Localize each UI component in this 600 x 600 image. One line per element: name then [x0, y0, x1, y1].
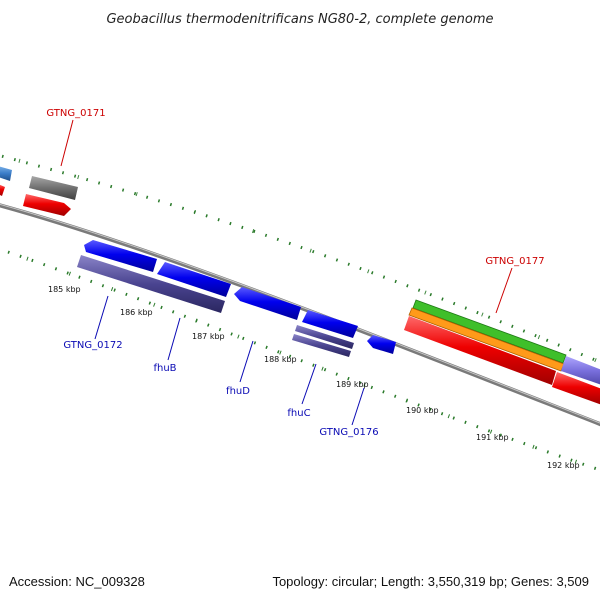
kbp-label: 191 kbp	[476, 433, 509, 442]
label-fhuc: fhuC	[287, 408, 310, 419]
genome-backbone-highlight	[0, 203, 600, 424]
kbp-label: 190 kbp	[406, 406, 439, 415]
gene-right-lavender	[561, 356, 600, 385]
genome-backbone	[0, 203, 600, 427]
gene-right-red	[552, 372, 600, 405]
kbp-ruler-labels: 185 kbp 186 kbp 187 kbp 188 kbp 189 kbp …	[48, 285, 580, 470]
gene-forward-red-1	[23, 194, 71, 216]
label-gtng-0177: GTNG_0177	[485, 256, 544, 267]
gene-fhud	[234, 287, 301, 320]
leader-fhuc	[301, 363, 317, 405]
leader-gtng-0172	[94, 295, 109, 340]
gene-fhuc-slate-2	[292, 334, 351, 357]
genome-summary-text: Topology: circular; Length: 3,550,319 bp…	[272, 574, 589, 589]
kbp-label: 186 kbp	[120, 308, 153, 317]
kbp-label: 187 kbp	[192, 332, 225, 341]
feature-left-blue	[0, 166, 12, 181]
gene-gtng-0177-green	[412, 299, 567, 364]
label-fhub: fhuB	[153, 363, 176, 374]
leader-fhud	[239, 340, 254, 383]
leader-fhub	[167, 317, 181, 361]
gene-gtng-0177-red	[404, 316, 556, 385]
map-title: Geobacillus thermodenitrificans NG80-2, …	[106, 12, 493, 27]
label-fhud: fhuD	[226, 386, 250, 397]
gene-fhuc-blue	[302, 310, 358, 338]
gene-gtng-0176	[367, 335, 396, 354]
label-gtng-0171: GTNG_0171	[46, 108, 105, 119]
label-gtng-0176: GTNG_0176	[319, 427, 378, 438]
gene-gtng-0172	[77, 255, 225, 313]
accession-text: Accession: NC_009328	[9, 574, 145, 589]
kbp-label: 192 kbp	[547, 461, 580, 470]
gene-fhuc-slate-1	[295, 325, 354, 349]
leader-gtng-0177	[495, 267, 513, 314]
gene-fhub-blue-2	[157, 262, 231, 297]
gene-fhub-blue-1	[84, 240, 157, 272]
kbp-label: 185 kbp	[48, 285, 81, 294]
kbp-label: 188 kbp	[264, 355, 297, 364]
feature-left-red-small	[0, 184, 5, 196]
gene-gtng-0171	[29, 176, 78, 200]
leader-gtng-0176	[351, 387, 365, 426]
outer-tick-ring	[0, 154, 600, 364]
label-gtng-0172: GTNG_0172	[63, 340, 122, 351]
leader-gtng-0171	[60, 119, 74, 167]
kbp-label: 189 kbp	[336, 380, 369, 389]
